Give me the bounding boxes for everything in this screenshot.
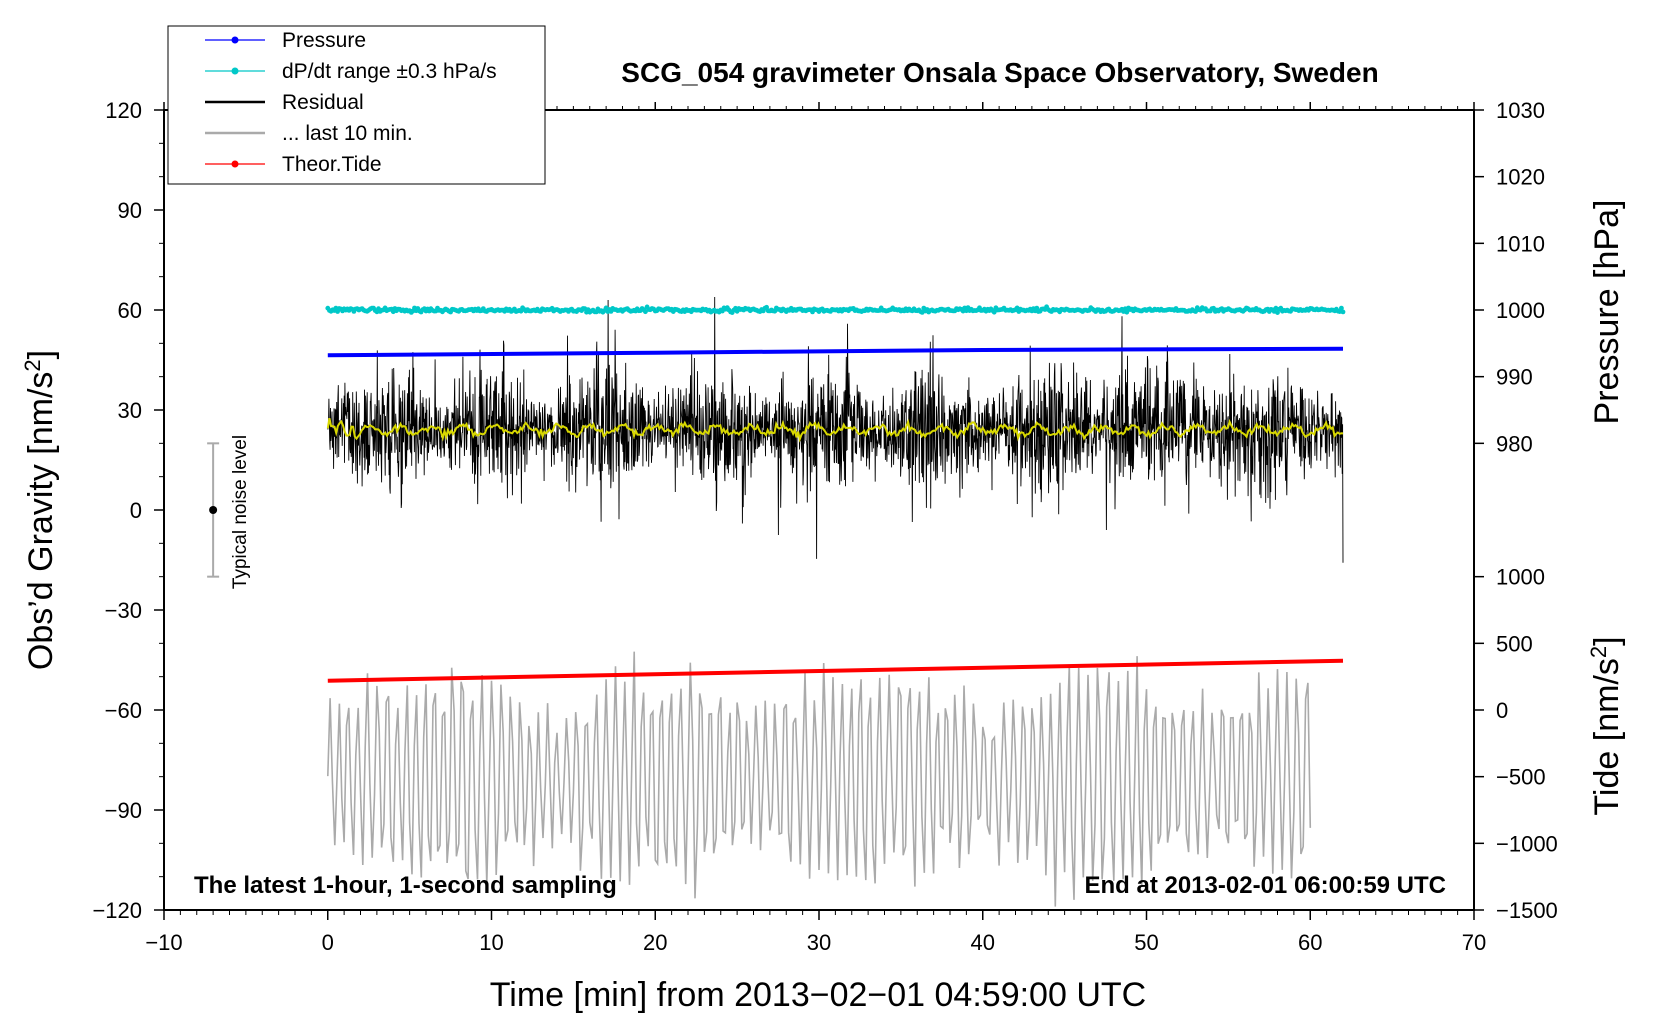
dpdt-point — [1124, 309, 1130, 315]
tide-tick-label: −1000 — [1496, 831, 1558, 856]
y-axis-title-pressure: Pressure [hPa] — [1588, 200, 1626, 425]
legend-entry: Theor.Tide — [205, 153, 382, 176]
legend-entry: ... last 10 min. — [205, 122, 413, 145]
chart-title: SCG_054 gravimeter Onsala Space Observat… — [621, 57, 1378, 88]
legend-entry: Residual — [205, 91, 364, 114]
x-tick-label: 10 — [479, 930, 503, 955]
pressure-tick-label: 1020 — [1496, 165, 1545, 190]
x-tick-label: 0 — [322, 930, 334, 955]
legend-label: Residual — [282, 91, 364, 114]
pressure-tick-label: 1000 — [1496, 298, 1545, 323]
legend-label: Pressure — [282, 29, 366, 52]
y-axis-title-tide: Tide [nm/s2] — [1586, 636, 1626, 815]
pressure-tick-label: 1010 — [1496, 231, 1545, 256]
legend-label: dP/dt range ±0.3 hPa/s — [282, 60, 497, 83]
tide-tick-label: 500 — [1496, 631, 1533, 656]
residual-line — [327, 296, 1344, 563]
dpdt-point — [1340, 309, 1346, 315]
y-left-tick-label: −60 — [105, 698, 142, 723]
y-left-tick-label: 0 — [130, 498, 142, 523]
y-left-tick-label: 90 — [118, 198, 142, 223]
pressure-tick-label: 1030 — [1496, 98, 1545, 123]
tide-tick-label: −500 — [1496, 765, 1546, 790]
pressure-tick-label: 990 — [1496, 365, 1533, 390]
axes-layer: −10 0 10 20 30 40 50 60 70−120−90−60−30030609012… — [92, 98, 1557, 955]
legend-swatch-marker — [231, 67, 239, 75]
dpdt-point — [1339, 305, 1344, 311]
x-tick-label: 30 — [807, 930, 831, 955]
tide-tick-label: −1500 — [1496, 898, 1558, 923]
pressure-line — [327, 346, 1344, 358]
y-axis-title-left: Obs’d Gravity [nm/s2] — [20, 350, 60, 670]
legend-label: Theor.Tide — [282, 153, 382, 176]
residual-smoothed-line — [326, 417, 1344, 443]
y-left-tick-label: −90 — [105, 798, 142, 823]
legend-swatch-marker — [231, 36, 239, 44]
legend-swatch-marker — [231, 160, 239, 168]
x-tick-label: −10 — [145, 930, 182, 955]
data-layer — [207, 296, 1346, 907]
legend-label: ... last 10 min. — [282, 122, 413, 145]
legend-entry: dP/dt range ±0.3 hPa/s — [205, 60, 497, 83]
noise-level-label: Typical noise level — [230, 435, 251, 589]
y-left-tick-label: −30 — [105, 598, 142, 623]
x-tick-label: 60 — [1298, 930, 1322, 955]
theor-tide-line — [327, 658, 1344, 683]
y-left-tick-label: 60 — [118, 298, 142, 323]
annotation-end-time: End at 2013-02-01 06:00:59 UTC — [1085, 872, 1447, 899]
x-tick-label: 20 — [643, 930, 667, 955]
tide-tick-label: 1000 — [1496, 565, 1545, 590]
x-tick-label: 40 — [971, 930, 995, 955]
pressure-tick-label: 980 — [1496, 431, 1533, 456]
y-left-tick-label: −120 — [92, 898, 142, 923]
legend: Pressure dP/dt range ±0.3 hPa/s Residual..… — [167, 25, 546, 185]
noise-bar-center-dot — [209, 506, 218, 514]
x-tick-label: 70 — [1462, 930, 1486, 955]
y-left-tick-label: 120 — [105, 98, 142, 123]
tide-tick-label: 0 — [1496, 698, 1508, 723]
last-10-min-line — [327, 651, 1312, 907]
legend-entry: Pressure — [205, 29, 366, 52]
annotation-latest-hour: The latest 1-hour, 1-second sampling — [194, 872, 617, 899]
dpdt-range-series — [325, 304, 1346, 315]
x-tick-label: 50 — [1134, 930, 1158, 955]
legend-box — [167, 25, 546, 185]
y-left-tick-label: 30 — [118, 398, 142, 423]
x-axis-title: Time [min] from 2013−02−01 04:59:00 UTC — [490, 976, 1146, 1014]
